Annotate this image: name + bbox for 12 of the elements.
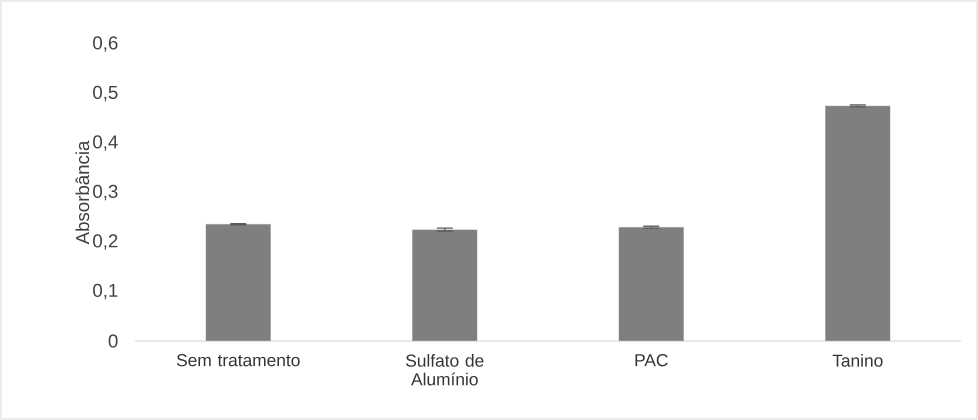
y-tick-label: 0,3: [93, 184, 118, 200]
x-tick-label: Sulfato de Alumínio: [406, 354, 484, 386]
y-tick-label: 0,4: [93, 135, 118, 151]
y-tick-label: 0,6: [93, 36, 118, 52]
y-tick-label: 0,1: [93, 284, 118, 300]
y-tick-label: 0,5: [93, 86, 118, 102]
x-tick-label: PAC: [635, 354, 668, 366]
y-tick-label: 0: [108, 334, 118, 348]
y-tick-label: 0,2: [93, 234, 118, 250]
x-tick-label: Tanino: [832, 354, 883, 367]
y-axis-title: Absorbância: [75, 140, 90, 244]
x-tick-label: Sem tratamento: [176, 354, 300, 366]
